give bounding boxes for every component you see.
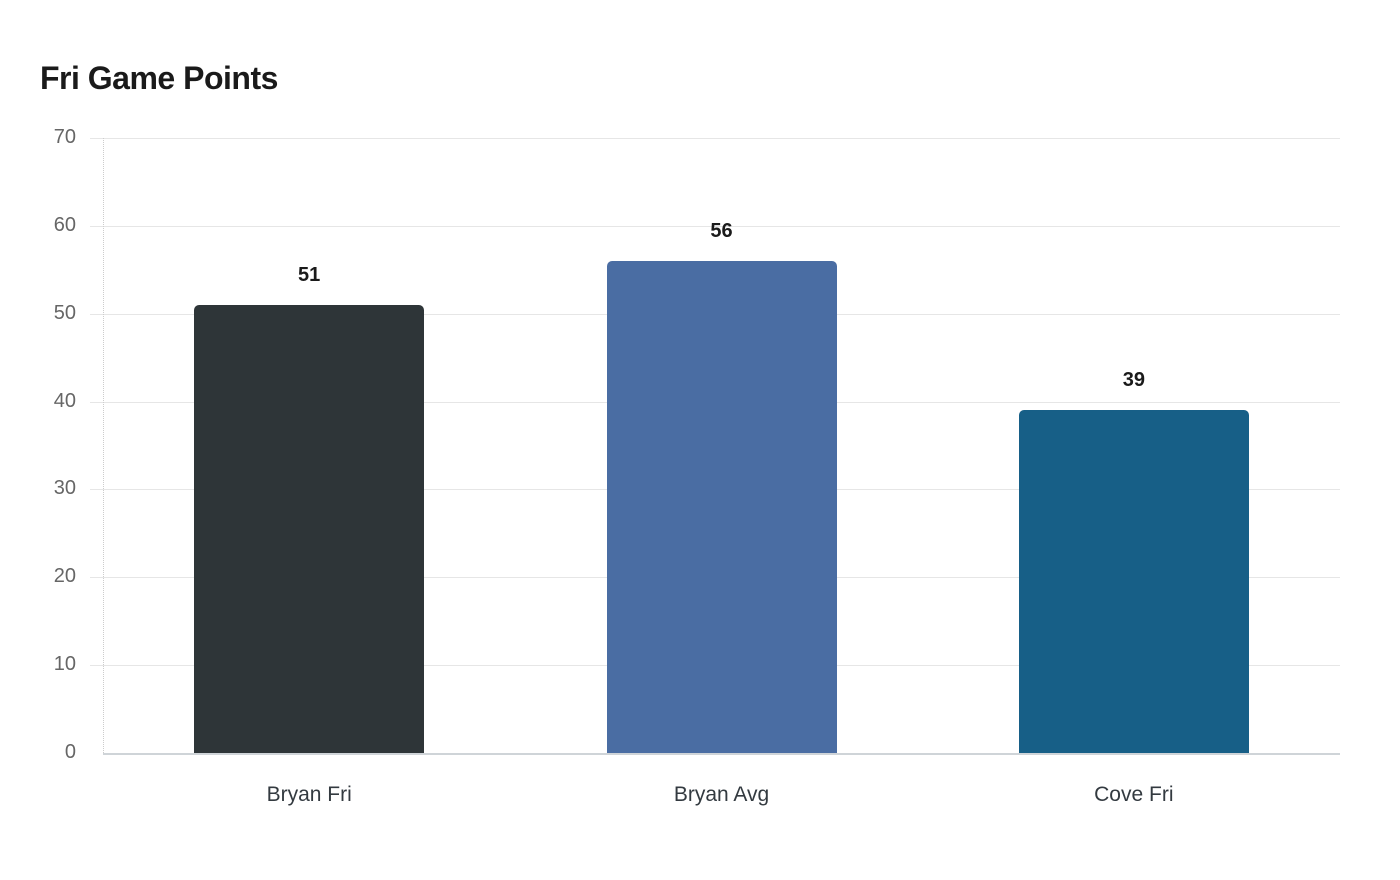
- grid-line: [90, 138, 1340, 139]
- y-tick-label: 70: [53, 126, 76, 148]
- x-tick-label: Bryan Avg: [673, 783, 770, 806]
- y-tick-label: 20: [53, 565, 76, 588]
- bar-value-label: 51: [298, 263, 321, 286]
- y-tick-label: 10: [53, 653, 76, 676]
- bar-value-label: 39: [1122, 369, 1145, 392]
- y-axis-line: [103, 138, 104, 753]
- chart-title: Fri Game Points: [40, 60, 278, 96]
- grid-line: [90, 225, 1340, 227]
- x-tick-label: Cove Fri: [1094, 783, 1174, 806]
- x-axis-line: [103, 753, 1340, 755]
- bar-cove-fri[interactable]: [1018, 410, 1249, 753]
- bar-value-label: 56: [710, 220, 733, 242]
- y-tick-label: 30: [53, 477, 76, 500]
- y-tick-label: 50: [53, 301, 76, 324]
- bar-bryan-fri[interactable]: [194, 304, 425, 753]
- x-tick-label: Bryan Fri: [266, 783, 352, 806]
- bar-bryan-avg[interactable]: [606, 261, 837, 753]
- y-tick-label: 0: [64, 741, 76, 763]
- y-tick-label: 40: [53, 389, 76, 412]
- y-tick-label: 60: [53, 213, 76, 236]
